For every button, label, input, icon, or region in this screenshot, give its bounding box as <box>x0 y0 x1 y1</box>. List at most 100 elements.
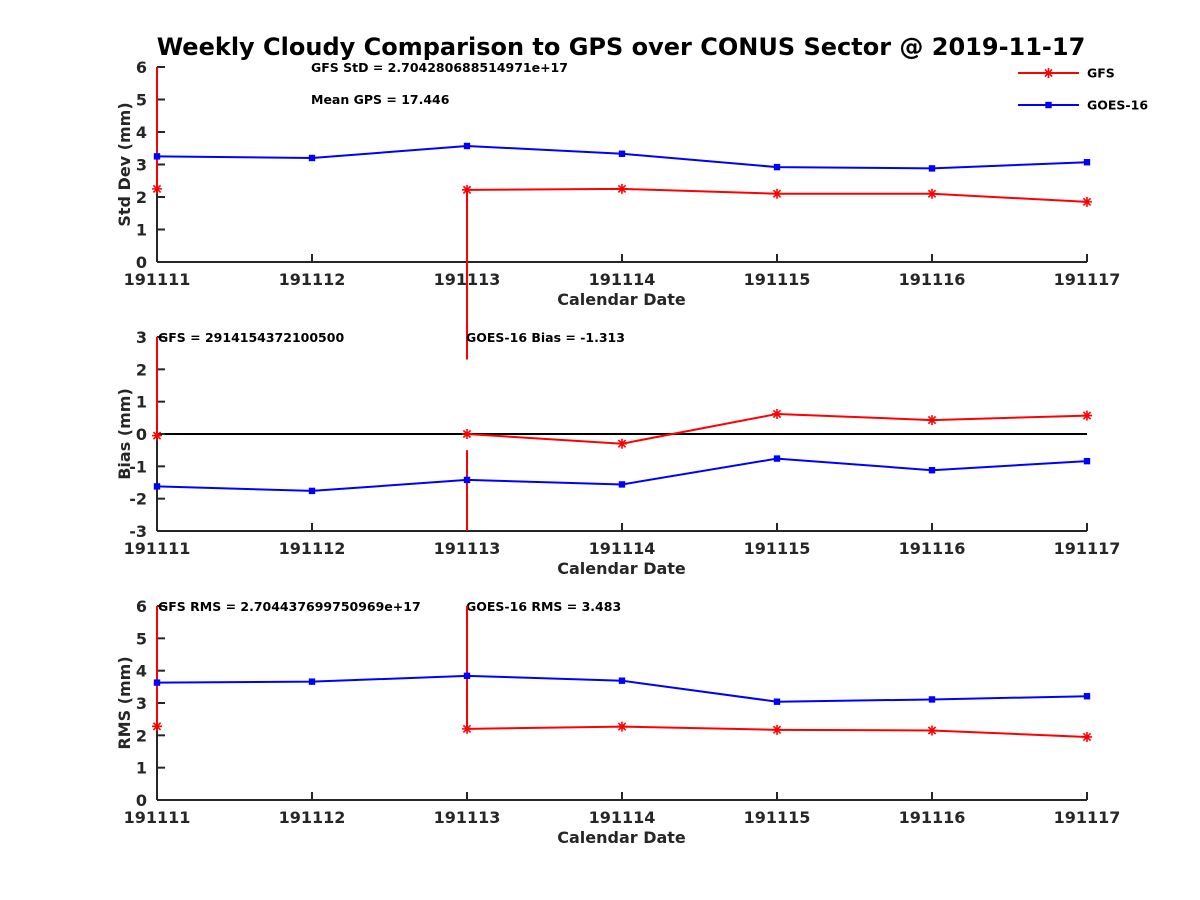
y-tick-label: 1 <box>136 759 147 778</box>
x-tick-label: 191117 <box>1054 539 1121 558</box>
annotation: GFS RMS = 2.704437699750969e+17 <box>158 599 421 614</box>
data-point <box>1082 410 1092 421</box>
x-tick-label: 191115 <box>744 808 811 827</box>
y-tick-label: -1 <box>129 457 147 476</box>
data-point <box>463 672 471 680</box>
y-tick-label: 6 <box>136 597 147 616</box>
data-point <box>308 154 316 162</box>
series-gfs <box>152 606 1092 742</box>
x-tick-label: 191116 <box>899 808 966 827</box>
data-point <box>1083 693 1091 700</box>
data-point <box>617 721 627 732</box>
y-tick-label: 4 <box>136 662 147 681</box>
data-point <box>152 183 162 194</box>
data-point <box>463 476 471 484</box>
legend-marker <box>1045 101 1052 109</box>
data-point <box>928 696 936 703</box>
x-tick-label: 191117 <box>1054 808 1121 827</box>
series-gfs <box>152 337 1092 531</box>
y-tick-label: 3 <box>136 694 147 713</box>
data-point <box>618 481 626 488</box>
series-goes-16 <box>153 455 1091 495</box>
y-axis-label: Bias (mm) <box>115 388 134 480</box>
data-point <box>1083 159 1091 166</box>
x-tick-label: 191114 <box>589 539 656 558</box>
series-goes-16 <box>153 672 1091 705</box>
x-axis-label: Calendar Date <box>557 828 686 847</box>
data-point <box>617 438 627 449</box>
data-point <box>462 184 472 195</box>
panel-3: 191111 191112 191113 191114 191115 191116 1911… <box>115 597 1120 847</box>
data-point <box>462 429 472 439</box>
data-point <box>1083 457 1091 465</box>
x-tick-label: 191111 <box>124 808 191 827</box>
x-tick-label: 191115 <box>744 270 811 289</box>
x-tick-label: 191112 <box>279 270 346 289</box>
data-point <box>1082 731 1092 742</box>
y-tick-label: 2 <box>136 188 147 207</box>
x-axis-label: Calendar Date <box>557 290 686 309</box>
series-line <box>156 144 1088 170</box>
x-tick-label: 191113 <box>434 808 501 827</box>
data-point <box>462 723 472 734</box>
data-point <box>772 724 782 735</box>
data-point <box>773 698 781 705</box>
legend-label: GOES-16 <box>1087 98 1148 113</box>
y-tick-label: 4 <box>136 123 147 142</box>
x-tick-label: 191116 <box>899 270 966 289</box>
data-point <box>927 725 937 736</box>
data-point <box>773 455 781 462</box>
legend: GFS GOES-16 <box>1018 66 1148 113</box>
data-point <box>928 467 936 474</box>
y-tick-label: 3 <box>136 328 147 347</box>
annotation: GFS = 2914154372100500 <box>158 330 344 345</box>
legend-label: GFS <box>1087 66 1115 81</box>
data-point <box>153 483 161 490</box>
chart-title: Weekly Cloudy Comparison to GPS over CON… <box>157 33 1086 61</box>
data-point <box>772 188 782 199</box>
data-point <box>308 678 316 685</box>
y-tick-label: 5 <box>136 91 147 110</box>
data-point <box>1082 196 1092 207</box>
y-tick-label: -3 <box>129 522 147 541</box>
y-tick-label: 0 <box>136 425 147 444</box>
data-point <box>617 183 627 194</box>
data-point <box>773 163 781 171</box>
x-tick-label: 191113 <box>434 539 501 558</box>
data-point <box>308 487 316 495</box>
annotation: GOES-16 RMS = 3.483 <box>466 599 621 614</box>
data-point <box>618 677 626 684</box>
panel-1: 191111 191112 191113 191114 191115 191116 1911… <box>115 58 1120 360</box>
data-point <box>772 408 782 419</box>
data-point <box>463 142 471 150</box>
x-tick-label: 191112 <box>279 808 346 827</box>
x-tick-label: 191111 <box>124 539 191 558</box>
x-tick-label: 191111 <box>124 270 191 289</box>
x-tick-label: 191115 <box>744 539 811 558</box>
data-point <box>153 679 161 686</box>
y-axis-label: Std Dev (mm) <box>115 102 134 226</box>
x-tick-label: 191112 <box>279 539 346 558</box>
y-tick-label: 2 <box>136 360 147 379</box>
legend-marker <box>1043 68 1054 78</box>
data-point <box>927 188 937 199</box>
y-tick-label: 3 <box>136 156 147 175</box>
panel-2: 191111 191112 191113 191114 191115 191116 1911… <box>115 328 1120 578</box>
x-tick-label: 191114 <box>589 808 656 827</box>
series-gfs <box>152 67 1092 360</box>
y-tick-label: 1 <box>136 393 147 412</box>
y-tick-label: 2 <box>136 726 147 745</box>
series-goes-16 <box>153 142 1091 172</box>
annotation: GFS StD = 2.704280688514971e+17 <box>311 60 568 75</box>
y-tick-label: 5 <box>136 629 147 648</box>
y-tick-label: 1 <box>136 221 147 240</box>
y-tick-label: 0 <box>136 253 147 272</box>
data-point <box>927 415 937 426</box>
data-point <box>152 721 162 732</box>
data-point <box>928 165 936 172</box>
x-tick-label: 191117 <box>1054 270 1121 289</box>
y-axis-label: RMS (mm) <box>115 656 134 749</box>
x-tick-label: 191114 <box>589 270 656 289</box>
annotation: Mean GPS = 17.446 <box>311 92 450 107</box>
